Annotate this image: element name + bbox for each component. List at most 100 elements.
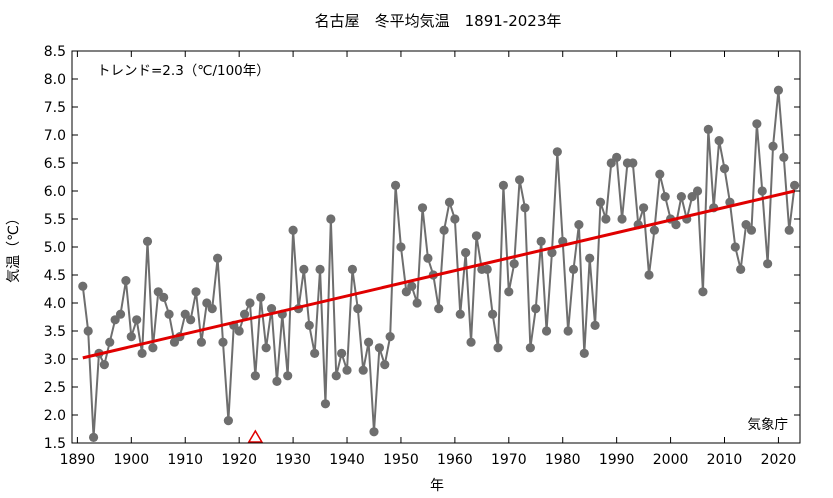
y-tick-label: 6.0 xyxy=(44,184,66,200)
data-point xyxy=(363,337,374,347)
data-point xyxy=(412,298,422,308)
data-point xyxy=(423,253,433,263)
data-point xyxy=(509,259,519,269)
data-point xyxy=(148,343,158,353)
trend-label: トレンド=2.3（℃/100年） xyxy=(97,63,270,79)
y-tick-label: 5.0 xyxy=(44,240,66,256)
data-point xyxy=(547,248,557,258)
data-point xyxy=(671,220,681,230)
data-point xyxy=(320,399,331,409)
y-tick-label: 7.0 xyxy=(44,128,66,144)
data-point xyxy=(531,304,541,314)
data-point xyxy=(488,309,498,319)
data-point xyxy=(471,231,482,241)
x-tick-label: 1930 xyxy=(275,452,311,468)
y-tick-label: 7.5 xyxy=(44,100,66,116)
data-point xyxy=(644,270,654,280)
y-tick-label: 4.5 xyxy=(44,268,66,284)
data-point xyxy=(466,337,476,347)
data-point xyxy=(655,169,665,179)
data-point xyxy=(676,192,686,202)
data-point xyxy=(461,248,471,258)
data-point xyxy=(83,326,93,336)
data-point xyxy=(639,203,649,213)
data-point xyxy=(369,427,379,437)
data-point xyxy=(374,343,384,353)
data-point xyxy=(272,376,282,386)
data-point xyxy=(498,180,509,190)
data-point xyxy=(310,348,320,358)
x-tick-label: 1920 xyxy=(221,452,257,468)
data-point xyxy=(132,315,142,325)
x-tick-label: 1950 xyxy=(383,452,419,468)
data-point xyxy=(299,264,309,274)
data-point xyxy=(385,332,395,342)
data-point xyxy=(568,264,579,274)
x-tick-label: 1990 xyxy=(599,452,635,468)
data-point xyxy=(283,371,293,381)
data-point xyxy=(99,360,109,370)
data-point xyxy=(590,320,600,330)
data-point xyxy=(105,337,115,347)
data-point xyxy=(347,264,358,274)
data-point xyxy=(218,337,228,347)
data-point xyxy=(563,326,573,336)
data-point xyxy=(601,214,611,224)
y-tick-label: 2.0 xyxy=(44,408,66,424)
data-point xyxy=(342,365,352,375)
x-tick-label: 1960 xyxy=(437,452,473,468)
data-point xyxy=(315,264,325,274)
data-point xyxy=(390,180,401,190)
x-tick-label: 1910 xyxy=(167,452,203,468)
data-point xyxy=(137,348,147,358)
data-point xyxy=(773,85,784,95)
data-point xyxy=(213,253,223,263)
data-point xyxy=(164,309,174,319)
data-point xyxy=(703,124,713,134)
data-point xyxy=(579,348,589,358)
data-point xyxy=(256,292,266,302)
data-point xyxy=(196,337,207,347)
data-point xyxy=(142,236,153,246)
data-point xyxy=(730,242,740,252)
triangle-marker xyxy=(247,429,264,443)
data-point xyxy=(245,298,255,308)
chart-title: 名古屋 冬平均気温 1891-2023年 xyxy=(315,12,562,30)
x-tick-label: 1900 xyxy=(113,452,149,468)
data-point xyxy=(612,152,622,162)
data-point xyxy=(757,186,767,196)
data-point xyxy=(444,197,455,207)
data-point xyxy=(763,259,773,269)
data-point xyxy=(784,225,794,235)
x-axis-label: 年 xyxy=(430,478,444,494)
data-point xyxy=(288,225,298,235)
data-point xyxy=(358,365,368,375)
y-tick-label: 3.5 xyxy=(44,324,66,340)
data-point xyxy=(628,158,638,168)
data-point xyxy=(541,326,552,336)
x-tick-label: 1980 xyxy=(545,452,581,468)
data-point xyxy=(304,320,314,330)
x-tick-label: 2010 xyxy=(707,452,743,468)
data-point xyxy=(159,292,169,302)
data-point xyxy=(698,287,708,297)
x-tick-label: 2020 xyxy=(761,452,797,468)
data-point xyxy=(504,287,514,297)
data-point xyxy=(536,236,546,246)
y-tick-label: 4.0 xyxy=(44,296,66,312)
data-point xyxy=(790,180,800,190)
x-tick-label: 1890 xyxy=(60,452,96,468)
plot-frame xyxy=(71,50,801,444)
data-point xyxy=(380,360,390,370)
data-point xyxy=(121,276,131,286)
y-tick-label: 5.5 xyxy=(44,212,66,228)
data-point xyxy=(552,147,562,157)
data-point xyxy=(353,304,363,314)
y-tick-label: 3.0 xyxy=(44,352,66,368)
data-point xyxy=(692,186,703,196)
data-point xyxy=(493,343,503,353)
data-point xyxy=(617,214,627,224)
data-point xyxy=(266,304,277,314)
credit-label: 気象庁 xyxy=(748,417,789,433)
